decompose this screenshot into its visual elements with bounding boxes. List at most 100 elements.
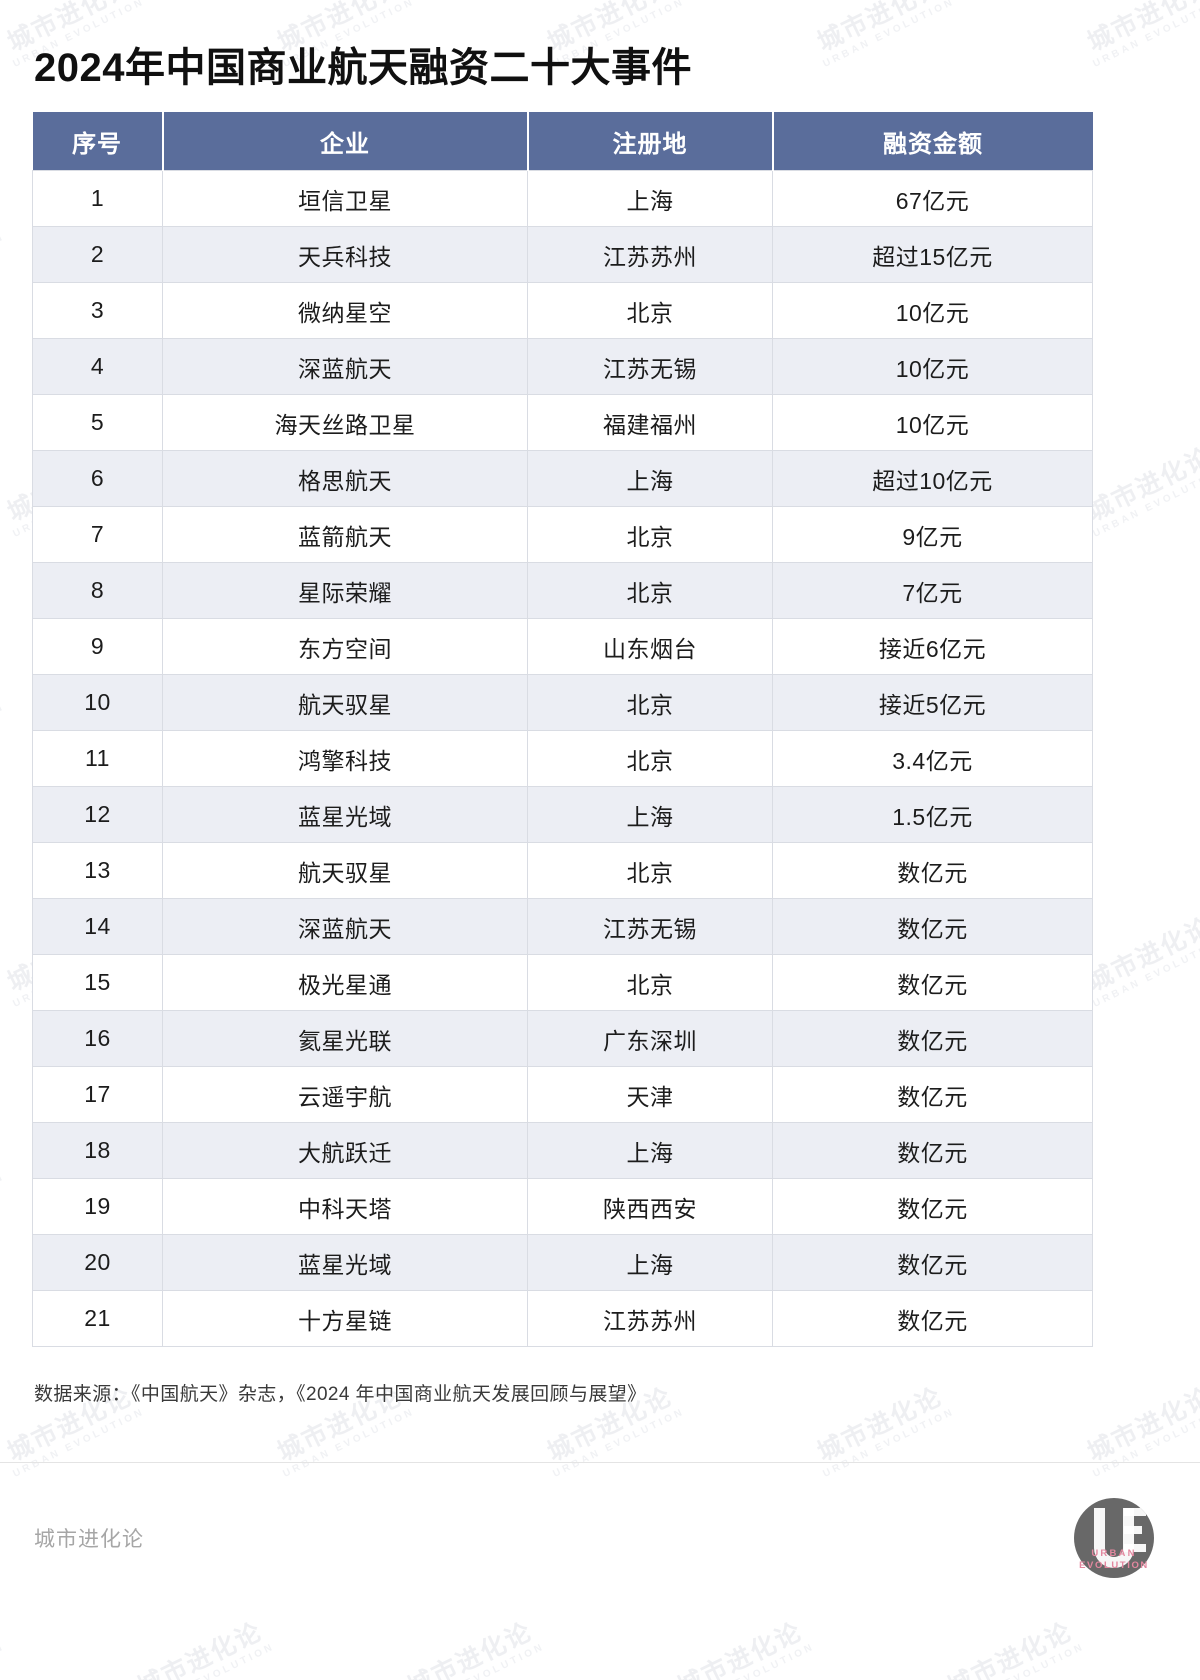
- cell-location: 上海: [527, 170, 773, 227]
- financing-events-table: 序号 企业 注册地 融资金额 1 垣信卫星 上海 67亿元 2 天兵科技 江苏苏州 超过15亿…: [32, 112, 1093, 1347]
- footer-divider: [0, 1461, 1200, 1463]
- cell-idx: 15: [32, 954, 163, 1011]
- cell-location: 上海: [527, 786, 773, 843]
- page-title: 2024年中国商业航天融资二十大事件: [34, 46, 692, 90]
- cell-company: 微纳星空: [162, 282, 528, 339]
- cell-company: 垣信卫星: [162, 170, 528, 227]
- cell-amount: 接近6亿元: [772, 618, 1093, 675]
- cell-idx: 3: [32, 282, 163, 339]
- cell-location: 上海: [527, 1234, 773, 1291]
- cell-idx: 19: [32, 1178, 163, 1235]
- cell-idx: 7: [32, 506, 163, 563]
- cell-company: 深蓝航天: [162, 898, 528, 955]
- cell-amount: 数亿元: [772, 1290, 1093, 1347]
- cell-location: 江苏苏州: [527, 1290, 773, 1347]
- column-header-company: 企业: [162, 112, 529, 171]
- cell-company: 蓝箭航天: [162, 506, 528, 563]
- cell-company: 大航跃迁: [162, 1122, 528, 1179]
- cell-amount: 7亿元: [772, 562, 1093, 619]
- table-row: 5 海天丝路卫星 福建福州 10亿元: [32, 394, 1093, 451]
- cell-amount: 9亿元: [772, 506, 1093, 563]
- cell-amount: 10亿元: [772, 282, 1093, 339]
- cell-location: 江苏无锡: [527, 338, 773, 395]
- cell-location: 北京: [527, 954, 773, 1011]
- table-row: 14 深蓝航天 江苏无锡 数亿元: [32, 898, 1093, 955]
- table-row: 12 蓝星光域 上海 1.5亿元: [32, 786, 1093, 843]
- cell-company: 格思航天: [162, 450, 528, 507]
- cell-company: 星际荣耀: [162, 562, 528, 619]
- table-header: 序号 企业 注册地 融资金额: [32, 112, 1093, 171]
- cell-location: 上海: [527, 450, 773, 507]
- cell-idx: 11: [32, 730, 163, 787]
- table-row: 13 航天驭星 北京 数亿元: [32, 842, 1093, 899]
- cell-location: 福建福州: [527, 394, 773, 451]
- table-row: 17 云遥宇航 天津 数亿元: [32, 1066, 1093, 1123]
- column-header-index: 序号: [32, 112, 164, 171]
- cell-company: 蓝星光域: [162, 786, 528, 843]
- cell-company: 十方星链: [162, 1290, 528, 1347]
- table-row: 21 十方星链 江苏苏州 数亿元: [32, 1290, 1093, 1347]
- cell-idx: 6: [32, 450, 163, 507]
- cell-location: 北京: [527, 562, 773, 619]
- cell-amount: 3.4亿元: [772, 730, 1093, 787]
- cell-idx: 5: [32, 394, 163, 451]
- cell-idx: 13: [32, 842, 163, 899]
- cell-idx: 20: [32, 1234, 163, 1291]
- cell-idx: 9: [32, 618, 163, 675]
- cell-location: 北京: [527, 842, 773, 899]
- cell-location: 广东深圳: [527, 1010, 773, 1067]
- cell-amount: 超过15亿元: [772, 226, 1093, 283]
- column-header-location: 注册地: [527, 112, 774, 171]
- cell-idx: 16: [32, 1010, 163, 1067]
- table-header-row: 序号 企业 注册地 融资金额: [32, 112, 1093, 171]
- cell-company: 航天驭星: [162, 674, 528, 731]
- cell-amount: 数亿元: [772, 1178, 1093, 1235]
- table-row: 20 蓝星光域 上海 数亿元: [32, 1234, 1093, 1291]
- cell-location: 上海: [527, 1122, 773, 1179]
- cell-amount: 超过10亿元: [772, 450, 1093, 507]
- table-row: 9 东方空间 山东烟台 接近6亿元: [32, 618, 1093, 675]
- cell-amount: 10亿元: [772, 394, 1093, 451]
- logo-line-urban: URBAN: [1091, 1548, 1136, 1559]
- table-body: 1 垣信卫星 上海 67亿元 2 天兵科技 江苏苏州 超过15亿元 3 微纳星空 北京 10亿元 4 深蓝…: [32, 170, 1093, 1347]
- cell-company: 云遥宇航: [162, 1066, 528, 1123]
- cell-location: 江苏苏州: [527, 226, 773, 283]
- table-row: 1 垣信卫星 上海 67亿元: [32, 170, 1093, 227]
- cell-company: 极光星通: [162, 954, 528, 1011]
- cell-amount: 数亿元: [772, 954, 1093, 1011]
- cell-amount: 接近5亿元: [772, 674, 1093, 731]
- cell-company: 氦星光联: [162, 1010, 528, 1067]
- cell-company: 鸿擎科技: [162, 730, 528, 787]
- cell-company: 海天丝路卫星: [162, 394, 528, 451]
- table-row: 2 天兵科技 江苏苏州 超过15亿元: [32, 226, 1093, 283]
- cell-idx: 21: [32, 1290, 163, 1347]
- cell-amount: 10亿元: [772, 338, 1093, 395]
- cell-location: 北京: [527, 282, 773, 339]
- source-note: 数据来源：《中国航天》杂志，《2024 年中国商业航天发展回顾与展望》: [34, 1384, 647, 1405]
- cell-company: 蓝星光域: [162, 1234, 528, 1291]
- cell-idx: 4: [32, 338, 163, 395]
- cell-amount: 1.5亿元: [772, 786, 1093, 843]
- cell-amount: 数亿元: [772, 898, 1093, 955]
- cell-idx: 18: [32, 1122, 163, 1179]
- table-row: 6 格思航天 上海 超过10亿元: [32, 450, 1093, 507]
- urban-evolution-logo-icon: URBAN EVOLUTION: [1062, 1486, 1166, 1590]
- cell-amount: 数亿元: [772, 842, 1093, 899]
- cell-idx: 14: [32, 898, 163, 955]
- cell-company: 中科天塔: [162, 1178, 528, 1235]
- column-header-amount: 融资金额: [772, 112, 1093, 171]
- cell-idx: 10: [32, 674, 163, 731]
- cell-company: 东方空间: [162, 618, 528, 675]
- cell-location: 山东烟台: [527, 618, 773, 675]
- table-row: 19 中科天塔 陕西西安 数亿元: [32, 1178, 1093, 1235]
- cell-amount: 数亿元: [772, 1122, 1093, 1179]
- table-row: 3 微纳星空 北京 10亿元: [32, 282, 1093, 339]
- footer-brand-label: 城市进化论: [34, 1527, 144, 1551]
- cell-location: 陕西西安: [527, 1178, 773, 1235]
- table-row: 18 大航跃迁 上海 数亿元: [32, 1122, 1093, 1179]
- table-row: 4 深蓝航天 江苏无锡 10亿元: [32, 338, 1093, 395]
- table-row: 8 星际荣耀 北京 7亿元: [32, 562, 1093, 619]
- cell-company: 航天驭星: [162, 842, 528, 899]
- table-row: 11 鸿擎科技 北京 3.4亿元: [32, 730, 1093, 787]
- table-row: 16 氦星光联 广东深圳 数亿元: [32, 1010, 1093, 1067]
